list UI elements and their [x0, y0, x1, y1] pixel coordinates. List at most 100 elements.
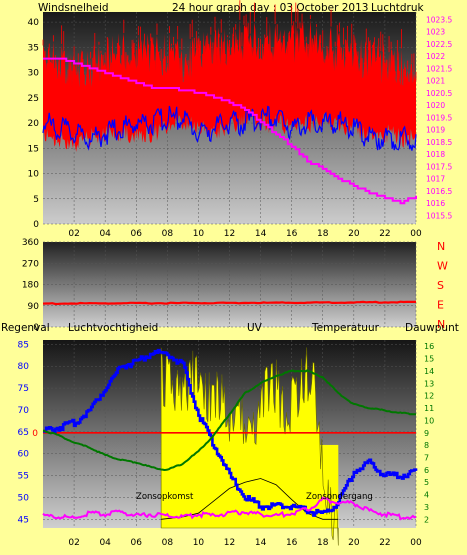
humidity-y-ticks: 45 50 55 60 65 70 75 80 85	[18, 340, 30, 525]
pressure-tick-label: 1017	[426, 175, 445, 184]
pressure-tick-label: 1023.5	[426, 15, 452, 24]
x-tick-label: 20	[348, 538, 360, 548]
sunset-annotation: Zonsondergang	[306, 492, 373, 502]
wind-direction-line	[42, 300, 416, 306]
wind-direction-plot-area	[43, 242, 416, 327]
temperature-tick-label: 15	[424, 355, 434, 364]
average-wind-line	[42, 105, 417, 151]
x-tick-label: 22	[379, 538, 390, 548]
compass-letter: N	[437, 318, 445, 331]
temperature-tick-label: 16	[424, 342, 434, 351]
wind-tick-label: 15	[28, 144, 39, 154]
compass-letter: S	[437, 279, 444, 292]
wind-y-ticks: 0 5 10 15 20 25 30 35 40	[28, 18, 40, 230]
pressure-tick-label: 1015.5	[426, 211, 452, 220]
header-humidity: Luchtvochtigheid	[68, 322, 158, 334]
direction-tick-label: 180	[22, 281, 39, 291]
humidity-tick-label: 50	[18, 493, 30, 503]
average-wind-series	[42, 105, 417, 151]
x-tick-label: 18	[317, 538, 329, 548]
temperature-tick-label: 4	[424, 491, 429, 500]
x-tick-label: 10	[193, 229, 205, 239]
x-tick-label: 04	[99, 229, 111, 239]
x-tick-label: 04	[99, 538, 111, 548]
left-axis-label-wind: Windsnelheid	[38, 2, 109, 14]
direction-tick-label: 360	[22, 238, 39, 248]
temperature-tick-label: 10	[424, 416, 434, 425]
pressure-tick-label: 1018.5	[426, 138, 452, 147]
humidity-line	[43, 348, 418, 517]
pressure-series	[43, 57, 417, 205]
humidity-tick-label: 85	[18, 340, 29, 350]
x-tick-label: 06	[131, 229, 143, 239]
humidity-tick-label: 70	[18, 406, 30, 416]
pressure-tick-label: 1017.5	[426, 162, 452, 171]
direction-y-ticks: 0 90 180 270 360	[22, 238, 39, 333]
x-tick-label: 16	[286, 538, 298, 548]
temperature-tick-label: 8	[424, 441, 429, 450]
x-tick-label: 18	[317, 229, 329, 239]
pressure-y-ticks: 1023.5 1023 1022.5 1022 1021.5 1021 1020.5 1020…	[426, 15, 452, 220]
x-tick-label: 14	[255, 229, 267, 239]
header-rain: Regenval	[1, 322, 50, 334]
temperature-tick-label: 14	[424, 367, 434, 376]
pressure-tick-label: 1021.5	[426, 64, 452, 73]
x-tick-label: 08	[162, 538, 174, 548]
temperature-tick-label: 3	[424, 503, 429, 512]
x-tick-label: 12	[224, 229, 235, 239]
pressure-tick-label: 1021	[426, 77, 445, 86]
compass-letter: W	[437, 260, 448, 273]
humidity-series	[43, 348, 418, 517]
x-tick-label: 22	[379, 229, 390, 239]
pressure-tick-label: 1016.5	[426, 187, 452, 196]
direction-tick-label: 90	[28, 302, 40, 312]
x-tick-label: 10	[193, 538, 205, 548]
direction-tick-label: 270	[22, 259, 39, 269]
direction-tick-label: 0	[33, 323, 39, 333]
header-dewpoint: Dauwpunt	[405, 322, 459, 334]
humidity-tick-label: 60	[18, 450, 30, 460]
x-tick-label: 06	[131, 538, 143, 548]
temperature-tick-label: 12	[424, 392, 434, 401]
time-x-ticks-top: 02 04 06 08 10 12 14 16 18 20 22 00	[68, 229, 422, 239]
temperature-tick-label: 5	[424, 478, 429, 487]
wind-tick-label: 10	[28, 170, 40, 180]
x-tick-label: 02	[68, 229, 79, 239]
humidity-tick-label: 80	[18, 362, 30, 372]
temperature-tick-label: 13	[424, 379, 434, 388]
x-tick-label: 00	[410, 538, 422, 548]
pressure-tick-label: 1020	[426, 101, 445, 110]
pressure-tick-label: 1020.5	[426, 89, 452, 98]
humidity-tick-label: 65	[18, 428, 29, 438]
pressure-tick-label: 1022.5	[426, 40, 452, 49]
time-x-ticks-bottom: 02 04 06 08 10 12 14 16 18 20 22 00	[68, 538, 422, 548]
sunrise-annotation: Zonsopkomst	[136, 492, 194, 502]
wind-tick-label: 5	[33, 195, 39, 205]
pressure-tick-label: 1016	[426, 199, 445, 208]
wind-tick-label: 0	[33, 220, 39, 230]
wind-tick-label: 20	[28, 119, 40, 129]
pressure-line	[43, 57, 417, 205]
rain-y-ticks: 0	[32, 429, 38, 439]
dewpoint-line	[42, 496, 417, 521]
temperature-tick-label: 7	[424, 454, 429, 463]
wind-tick-label: 30	[28, 69, 40, 79]
temperature-tick-label: 11	[424, 404, 434, 413]
wind-gust-spikes	[42, 0, 417, 89]
x-tick-label: 16	[286, 229, 298, 239]
dewpoint-series	[42, 496, 417, 521]
wind-tick-label: 40	[28, 18, 40, 28]
pressure-tick-label: 1022	[426, 52, 445, 61]
humidity-tick-label: 55	[18, 472, 29, 482]
compass-letter: E	[437, 299, 444, 312]
x-tick-label: 12	[224, 538, 235, 548]
x-tick-label: 02	[68, 538, 79, 548]
chart-title: 24 hour graph day : 03 October 2013	[172, 2, 368, 14]
uv-spikes	[160, 347, 339, 546]
header-temperature: Temperatuur	[311, 322, 380, 334]
temperature-line	[42, 369, 416, 472]
x-tick-label: 08	[162, 229, 174, 239]
header-uv: UV	[247, 322, 263, 334]
